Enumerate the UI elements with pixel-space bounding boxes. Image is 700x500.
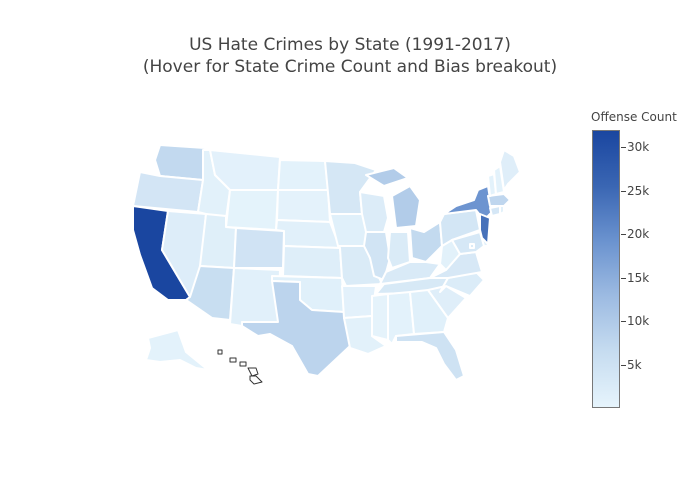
state-MA[interactable]: MA: 7500 (487, 193, 511, 207)
state-CT[interactable]: CT: 3400 (489, 205, 501, 217)
state-WY[interactable]: WY: 400 (225, 189, 279, 231)
state-ND[interactable]: ND: 600 (277, 159, 329, 191)
state-RI[interactable]: RI: 900 (499, 205, 505, 215)
colorbar-tick-label: 10k (627, 314, 650, 329)
state-HI-group[interactable]: HI: 50 (217, 349, 263, 385)
state-MD[interactable]: MD: 3200 (451, 231, 485, 255)
colorbar-tick-mark (621, 234, 626, 236)
colorbar-tick-mark (621, 321, 626, 323)
colorbar-tick-label: 15k (627, 270, 650, 285)
chart-title-line-1: US Hate Crimes by State (1991-2017) (189, 35, 511, 55)
colorbar-tick-mark (621, 190, 626, 192)
state-WA[interactable]: WA: 7000 (154, 144, 206, 181)
state-DC[interactable]: DC: 2400 (469, 243, 475, 249)
state-AR[interactable]: AR: 700 (341, 285, 377, 319)
colorbar-tick-mark (621, 364, 626, 366)
state-WI[interactable]: WI: 2100 (359, 191, 389, 233)
colorbar-tick-label: 25k (627, 183, 650, 198)
state-NJ[interactable]: NJ: 24000 (479, 213, 491, 245)
state-ME[interactable]: ME: 1500 (499, 149, 521, 191)
colorbar-tick-label: 30k (627, 140, 650, 155)
state-IL[interactable]: IL: 4200 (363, 231, 391, 281)
colorbar-tick-label: 20k (627, 227, 650, 242)
chart-title-line-2: (Hover for State Crime Count and Bias br… (142, 57, 558, 77)
colorbar-title: Offense Count (591, 110, 677, 124)
state-MS[interactable]: MS: 300 (371, 293, 389, 341)
colorbar-tick-mark (621, 277, 626, 279)
state-NH[interactable]: NH: 600 (493, 165, 505, 195)
colorbar[interactable] (592, 130, 620, 408)
state-TX[interactable]: TX: 8000 (241, 280, 351, 377)
chart-title: US Hate Crimes by State (1991-2017) (Hov… (0, 34, 700, 78)
state-MI[interactable]: MI: 9500 (365, 167, 421, 229)
state-SC[interactable]: SC: 1500 (427, 285, 467, 319)
state-FL[interactable]: FL: 4800 (395, 331, 465, 381)
colorbar-tick-label: 5k (627, 357, 642, 372)
colorbar-tick-mark (621, 147, 626, 149)
state-NE[interactable]: NE: 1100 (275, 219, 341, 249)
state-GA[interactable]: GA: 1200 (409, 289, 449, 335)
state-OH[interactable]: OH: 6800 (409, 221, 443, 263)
state-AK[interactable]: AK: 600 (145, 329, 209, 371)
states-layer[interactable]: WA: 7000 OR: 3900 CA: 32000 NV: 1800 ID:… (132, 144, 521, 385)
state-SD[interactable]: SD: 500 (276, 189, 331, 223)
state-KS[interactable]: KS: 1600 (282, 245, 343, 279)
state-CO[interactable]: CO: 4500 (233, 227, 285, 269)
state-HI[interactable]: HI: 50 (217, 349, 263, 385)
